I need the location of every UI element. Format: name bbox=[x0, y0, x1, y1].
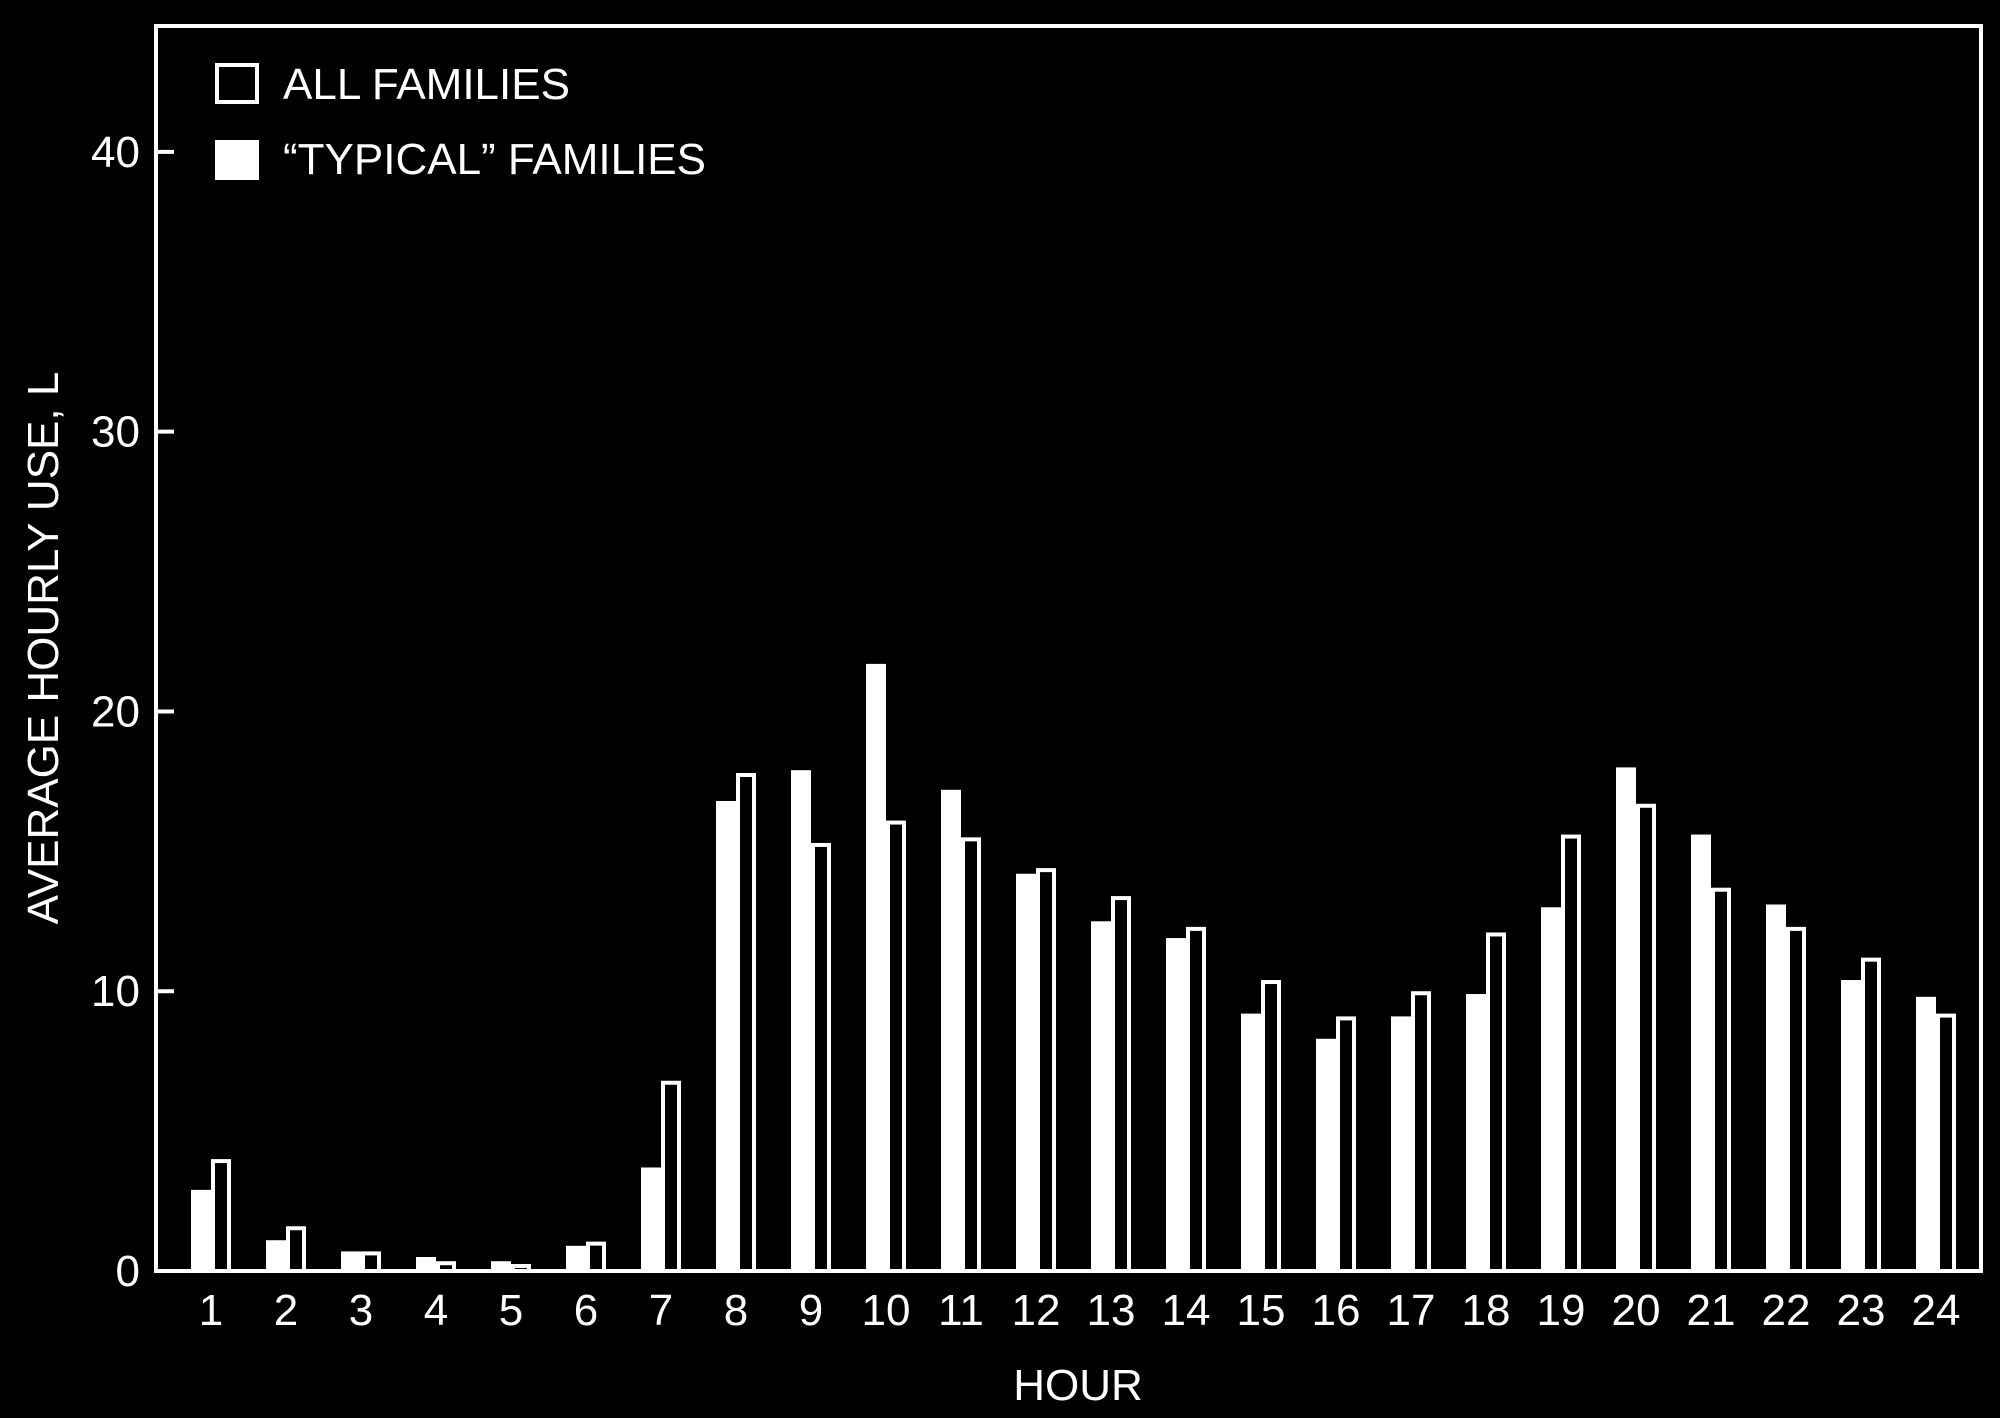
x-tick-label: 7 bbox=[649, 1286, 673, 1335]
bar-typical-families-hour-13 bbox=[1091, 921, 1111, 1271]
x-tick-label: 10 bbox=[862, 1286, 911, 1335]
x-tick-label: 16 bbox=[1312, 1286, 1361, 1335]
x-tick-label: 1 bbox=[199, 1286, 223, 1335]
bar-typical-families-hour-12 bbox=[1016, 873, 1036, 1271]
x-tick-label: 21 bbox=[1687, 1286, 1736, 1335]
x-axis: 1 2 3 4 5 6 7 8 9 10 11 12 13 14 15 16 17 18 19 20 21 22 23 24 bbox=[199, 1286, 1961, 1335]
x-tick-label: 20 bbox=[1612, 1286, 1661, 1335]
bars-layer bbox=[191, 663, 1956, 1274]
x-tick-label: 13 bbox=[1087, 1286, 1136, 1335]
bar-typical-families-hour-9 bbox=[791, 770, 811, 1271]
bar-typical-families-hour-3 bbox=[341, 1251, 361, 1271]
bar-typical-families-hour-22 bbox=[1766, 904, 1786, 1271]
x-tick-label: 23 bbox=[1837, 1286, 1886, 1335]
x-tick-label: 2 bbox=[274, 1286, 298, 1335]
x-tick-label: 19 bbox=[1537, 1286, 1586, 1335]
bar-typical-families-hour-10 bbox=[866, 663, 886, 1271]
x-tick-label: 5 bbox=[499, 1286, 523, 1335]
y-tick-label: 40 bbox=[91, 128, 140, 177]
legend-label-all-families: ALL FAMILIES bbox=[283, 60, 570, 109]
x-tick-label: 6 bbox=[574, 1286, 598, 1335]
bar-typical-families-hour-14 bbox=[1166, 938, 1186, 1271]
legend-label-typical-families: “TYPICAL” FAMILIES bbox=[283, 135, 706, 184]
legend-swatch-filled bbox=[215, 140, 259, 180]
x-tick-label: 3 bbox=[349, 1286, 373, 1335]
legend: ALL FAMILIES “TYPICAL” FAMILIES bbox=[215, 60, 706, 184]
bar-typical-families-hour-11 bbox=[941, 789, 961, 1271]
x-tick-label: 22 bbox=[1762, 1286, 1811, 1335]
bar-typical-families-hour-23 bbox=[1841, 980, 1861, 1271]
y-tick-label: 20 bbox=[91, 687, 140, 736]
legend-item-typical-families: “TYPICAL” FAMILIES bbox=[215, 135, 706, 184]
bar-typical-families-hour-6 bbox=[566, 1245, 586, 1271]
bar-typical-families-hour-20 bbox=[1616, 767, 1636, 1271]
bar-typical-families-hour-16 bbox=[1316, 1038, 1336, 1271]
bar-typical-families-hour-15 bbox=[1241, 1013, 1261, 1271]
x-tick-label: 15 bbox=[1237, 1286, 1286, 1335]
x-tick-label: 11 bbox=[938, 1286, 984, 1335]
bar-typical-families-hour-1 bbox=[191, 1189, 211, 1271]
bar-typical-families-hour-4 bbox=[416, 1257, 436, 1271]
bar-typical-families-hour-24 bbox=[1916, 996, 1936, 1271]
bar-typical-families-hour-18 bbox=[1466, 994, 1486, 1271]
plot-frame bbox=[154, 24, 1983, 1273]
x-tick-label: 4 bbox=[424, 1286, 448, 1335]
x-tick-label: 8 bbox=[724, 1286, 748, 1335]
y-tick-label: 0 bbox=[116, 1247, 140, 1296]
y-tick-label: 10 bbox=[91, 967, 140, 1016]
bar-typical-families-hour-2 bbox=[266, 1240, 286, 1271]
x-axis-title: HOUR bbox=[1013, 1361, 1143, 1410]
legend-item-all-families: ALL FAMILIES bbox=[215, 60, 570, 109]
legend-swatch-outline bbox=[215, 63, 259, 104]
bar-typical-families-hour-19 bbox=[1541, 907, 1561, 1271]
x-tick-label: 9 bbox=[799, 1286, 823, 1335]
bar-typical-families-hour-5 bbox=[491, 1261, 511, 1271]
y-axis-title: AVERAGE HOURLY USE, L bbox=[19, 372, 68, 925]
x-tick-label: 24 bbox=[1912, 1286, 1961, 1335]
x-tick-label: 14 bbox=[1162, 1286, 1211, 1335]
y-axis: 0 10 20 30 40 bbox=[91, 128, 174, 1296]
bar-typical-families-hour-8 bbox=[716, 800, 736, 1271]
bar-typical-families-hour-21 bbox=[1691, 834, 1711, 1271]
bar-typical-families-hour-17 bbox=[1391, 1016, 1411, 1271]
x-tick-label: 18 bbox=[1462, 1286, 1511, 1335]
x-tick-label: 17 bbox=[1387, 1286, 1436, 1335]
bar-typical-families-hour-7 bbox=[641, 1167, 661, 1271]
x-tick-label: 12 bbox=[1012, 1286, 1061, 1335]
y-tick-label: 30 bbox=[91, 408, 140, 457]
